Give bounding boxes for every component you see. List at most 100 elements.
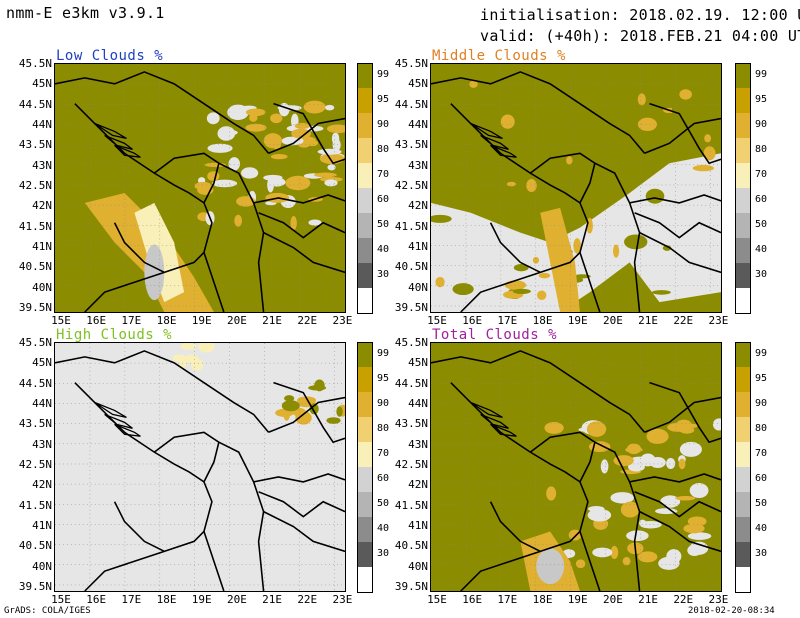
lat-tick-label: 45N <box>32 356 52 370</box>
country-border <box>273 102 345 165</box>
map-background <box>55 343 345 591</box>
lat-tick-label: 42N <box>32 199 52 213</box>
colorbar-label: 90 <box>755 398 768 409</box>
lat-tick-label: 39.5N <box>394 300 428 314</box>
colorbar-segment <box>735 113 751 138</box>
country-border <box>489 501 541 553</box>
cloud-patch <box>245 108 266 117</box>
colorbar-label: 99 <box>755 69 768 80</box>
cloud-patch <box>308 219 322 226</box>
island-outline <box>470 122 503 140</box>
country-border <box>268 117 345 155</box>
cloud-patch <box>660 497 677 503</box>
cloud-patch <box>512 288 531 294</box>
country-border <box>153 152 220 204</box>
cloud-patch <box>712 418 721 431</box>
island-outline <box>104 134 133 150</box>
country-border <box>55 350 270 433</box>
panel-title: Low Clouds % <box>56 48 164 64</box>
lon-tick-label: 19E <box>567 593 588 606</box>
colorbar-label: 50 <box>755 219 768 230</box>
cloud-patch <box>587 508 612 522</box>
lat-tick-label: 44N <box>408 396 428 410</box>
cloud-patch <box>536 548 565 585</box>
cloud-patch <box>245 123 267 132</box>
map-canvas <box>55 343 345 591</box>
lon-tick-label: 18E <box>156 314 177 327</box>
country-border <box>203 481 225 591</box>
colorbar-segment <box>357 138 373 163</box>
colorbar-label: 30 <box>755 548 768 559</box>
colorbar-label: 30 <box>755 269 768 280</box>
lon-tick-label: 21E <box>262 593 283 606</box>
cloud-patch <box>687 544 702 556</box>
cloud-patch <box>497 96 504 105</box>
lat-tick-label: 41N <box>408 518 428 532</box>
cloud-patch <box>452 283 474 296</box>
cloud-patch <box>198 343 215 353</box>
cloud-patch <box>624 234 648 250</box>
lon-tick-label: 19E <box>191 314 212 327</box>
colorbar-label: 50 <box>755 498 768 509</box>
lat-tick-label: 43N <box>408 437 428 451</box>
cloud-patch <box>626 530 649 541</box>
colorbar-label: 99 <box>377 348 390 359</box>
cloud-patch <box>704 134 712 143</box>
lon-tick-label: 21E <box>262 314 283 327</box>
country-border <box>639 231 721 274</box>
lat-tick-label: 40.5N <box>18 539 52 553</box>
footer-timestamp: 2018-02-20-08:34 <box>688 606 775 616</box>
lon-tick-label: 23E <box>708 593 729 606</box>
cloud-patch <box>637 93 646 106</box>
colorbar-segment <box>735 163 751 188</box>
lat-tick-label: 41N <box>32 518 52 532</box>
cloud-patch <box>703 146 716 161</box>
colorbar-segment <box>735 517 751 542</box>
lon-tick-label: 21E <box>638 593 659 606</box>
model-title: nmm-E e3km v3.9.1 <box>6 4 165 22</box>
colorbar-segment <box>357 342 373 368</box>
cloud-patch <box>649 457 666 469</box>
country-border <box>629 194 721 204</box>
lon-tick-label: 20E <box>602 593 623 606</box>
country-border <box>639 510 721 553</box>
lat-tick-label: 42.5N <box>394 457 428 471</box>
island-outline <box>104 413 133 429</box>
country-border <box>649 102 721 165</box>
lon-tick-label: 16E <box>86 593 107 606</box>
lon-tick-label: 15E <box>427 593 447 606</box>
country-border <box>594 441 641 591</box>
colorbar-label: 90 <box>377 119 390 130</box>
cloud-patch <box>327 164 336 171</box>
colorbar-segment <box>735 288 751 314</box>
colorbar-segment <box>735 63 751 89</box>
lat-tick-label: 41N <box>32 239 52 253</box>
lon-tick-label: 21E <box>638 314 659 327</box>
country-border <box>153 431 220 483</box>
lon-tick-label: 15E <box>427 314 447 327</box>
colorbar-segment <box>357 88 373 113</box>
colorbar-segment <box>735 367 751 392</box>
colorbar-label: 95 <box>377 373 390 384</box>
cloud-patch <box>448 119 470 127</box>
cloud-patch <box>241 167 259 179</box>
country-border <box>460 530 581 591</box>
lat-tick-label: 45.5N <box>394 336 428 349</box>
cloud-patch <box>291 128 311 139</box>
lat-tick-label: 39.5N <box>394 579 428 593</box>
colorbar-label: 99 <box>755 348 768 359</box>
colorbar-label: 95 <box>755 94 768 105</box>
colorbar-label: 40 <box>755 244 768 255</box>
cloud-patch <box>180 343 197 350</box>
colorbar-segment <box>357 113 373 138</box>
lon-tick-label: 19E <box>567 314 588 327</box>
colorbar-label: 70 <box>755 169 768 180</box>
cloud-patch <box>538 272 551 279</box>
cloud-patch <box>602 134 626 144</box>
cloud-patch <box>217 126 236 141</box>
cloud-patch <box>227 104 249 120</box>
country-border <box>649 381 721 444</box>
lat-tick-label: 41.5N <box>18 219 52 233</box>
country-border <box>594 162 641 312</box>
lat-tick-label: 42N <box>408 199 428 213</box>
